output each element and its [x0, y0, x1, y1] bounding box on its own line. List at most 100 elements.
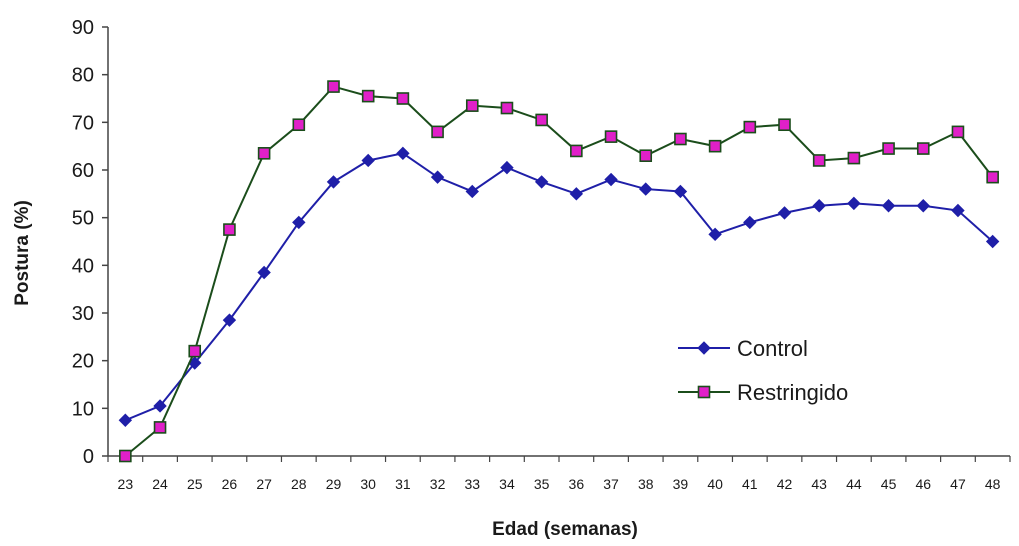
data-point [153, 399, 167, 413]
x-tick-label: 31 [395, 476, 411, 492]
data-point [570, 144, 583, 158]
y-tick-label: 90 [72, 17, 94, 39]
x-tick-label: 36 [569, 476, 585, 492]
data-point [674, 132, 687, 146]
x-tick-label: 47 [950, 476, 966, 492]
legend-label: Restringido [737, 380, 848, 405]
data-point [847, 151, 861, 165]
legend: Control Restringido [678, 336, 848, 405]
data-point [430, 170, 445, 184]
x-tick-label: 37 [603, 476, 619, 492]
data-point [500, 101, 514, 115]
legend-label: Control [737, 336, 808, 361]
data-point [361, 89, 375, 103]
x-tick-label: 30 [360, 476, 376, 492]
series-control [118, 146, 1000, 427]
x-tick-label: 48 [985, 476, 1001, 492]
data-point [361, 153, 375, 168]
x-tick-label: 28 [291, 476, 307, 492]
legend-swatch-marker [697, 385, 711, 399]
y-tick-label: 10 [72, 398, 94, 420]
x-tick-label: 43 [811, 476, 827, 492]
y-tick-label: 20 [72, 351, 94, 373]
x-tick-label: 25 [187, 476, 203, 492]
series-layer [118, 80, 1000, 463]
data-point [708, 139, 722, 153]
y-tick-label: 60 [72, 160, 94, 182]
series-restringido [119, 80, 999, 463]
data-point [673, 184, 688, 199]
data-point [396, 92, 410, 105]
x-tick-label: 29 [326, 476, 342, 492]
x-tick-label: 23 [118, 476, 134, 492]
data-point [188, 344, 202, 358]
data-point [257, 147, 271, 160]
data-point [569, 187, 584, 201]
y-axis-title: Postura (%) [12, 200, 33, 306]
legend-item-control: Control [678, 336, 808, 361]
x-tick-label: 44 [846, 476, 862, 492]
data-point [951, 203, 965, 218]
y-tick-label: 0 [83, 446, 94, 468]
legend-swatch-marker [697, 341, 711, 355]
x-tick-label: 39 [673, 476, 689, 492]
data-point [153, 421, 167, 434]
x-tick-label: 46 [915, 476, 931, 492]
x-tick-label: 45 [881, 476, 897, 492]
data-point [326, 175, 341, 189]
data-point [916, 199, 930, 213]
x-tick-label: 41 [742, 476, 758, 492]
data-point [708, 227, 722, 242]
data-point [396, 146, 410, 161]
y-axis-ticks: 0 10 20 30 40 50 60 70 80 90 [72, 17, 108, 468]
data-point [292, 215, 306, 230]
data-point [257, 265, 271, 280]
data-point [119, 449, 132, 463]
data-point [985, 234, 1000, 249]
x-tick-label: 26 [222, 476, 238, 492]
data-point [431, 125, 444, 139]
x-tick-label: 35 [534, 476, 550, 492]
x-tick-label: 38 [638, 476, 654, 492]
x-tick-label: 27 [256, 476, 272, 492]
data-point [500, 160, 514, 175]
y-tick-label: 30 [72, 303, 94, 325]
legend-item-restringido: Restringido [678, 380, 848, 405]
data-point [465, 184, 479, 199]
data-point [847, 196, 861, 211]
data-point [778, 118, 791, 132]
data-point [534, 175, 549, 189]
x-axis-title: Edad (semanas) [492, 519, 638, 540]
data-point [812, 199, 826, 213]
data-point [292, 118, 306, 132]
y-tick-label: 80 [72, 65, 94, 87]
y-tick-label: 50 [72, 208, 94, 230]
x-tick-label: 33 [464, 476, 480, 492]
plot-area: 0 10 20 30 40 50 60 70 80 90 23 24 25 26 27 28 29 30 31 32… [72, 17, 1011, 492]
y-tick-label: 70 [72, 112, 94, 134]
x-tick-label: 24 [152, 476, 168, 492]
y-tick-label: 40 [72, 255, 94, 277]
data-point [639, 149, 653, 162]
x-tick-label: 34 [499, 476, 515, 492]
data-point [222, 313, 237, 327]
data-point [777, 206, 792, 220]
data-point [951, 125, 965, 139]
data-point [986, 170, 999, 184]
data-point [882, 142, 895, 155]
data-point [465, 99, 479, 112]
x-tick-label: 42 [777, 476, 793, 492]
x-tick-label: 32 [430, 476, 446, 492]
series-line [124, 152, 994, 422]
data-point [223, 223, 236, 236]
data-point [743, 215, 757, 230]
x-tick-label: 40 [707, 476, 723, 492]
data-point [118, 413, 133, 427]
data-point [812, 154, 826, 167]
data-point [327, 80, 340, 93]
data-point [743, 120, 757, 134]
data-point [881, 199, 896, 213]
x-axis-ticks: 23 24 25 26 27 28 29 30 31 32 33 34 35 36 37 38 39 40 41 42… [107, 456, 1011, 492]
data-point [604, 172, 618, 187]
